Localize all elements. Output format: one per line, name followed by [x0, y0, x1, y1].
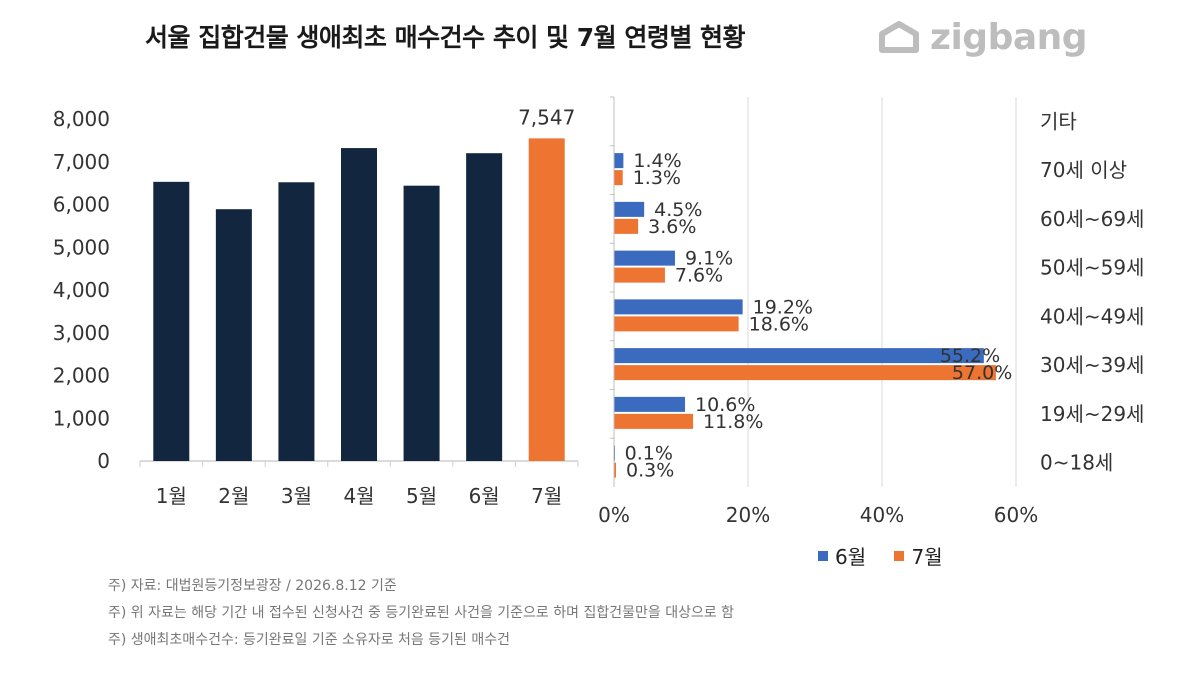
bar-3	[278, 182, 315, 461]
bar-value-label: 4.5%	[654, 199, 702, 221]
y-tick-label: 3,000	[53, 321, 110, 345]
bar-value-label: 11.8%	[703, 411, 763, 433]
x-tick-label: 1월	[156, 484, 187, 508]
bar-5	[403, 185, 440, 461]
bar-june-7	[614, 396, 686, 412]
legend-label-june: 6월	[835, 545, 867, 569]
footnotes: 주) 자료: 대법원등기정보광장 / 2026.8.12 기준 주) 위 자료는…	[108, 573, 734, 654]
bar-value-label: 9.1%	[685, 248, 733, 270]
bar-value-label: 0.1%	[625, 443, 673, 465]
y-tick-label: 5,000	[53, 235, 110, 259]
y-tick-label: 19세~29세	[1040, 402, 1144, 426]
bar-value-label: 55.2%	[940, 345, 1000, 367]
x-tick-label: 7월	[531, 484, 562, 508]
bar-july-7	[614, 413, 694, 429]
bar-july-6	[614, 365, 996, 381]
y-tick-label: 40세~49세	[1040, 304, 1144, 328]
bar-july-5	[614, 316, 739, 332]
x-tick-label: 6월	[469, 484, 500, 508]
bar-value-label: 19.2%	[753, 296, 813, 318]
bar-1	[153, 181, 190, 461]
x-tick-label: 4월	[343, 484, 374, 508]
bar-value-label: 7.6%	[675, 265, 723, 287]
bar-june-3	[614, 201, 645, 217]
legend: 6월 7월	[818, 541, 965, 570]
bar-value-label: 18.6%	[749, 313, 809, 335]
bar-june-5	[614, 299, 743, 315]
footnote-source: 주) 자료: 대법원등기정보광장 / 2026.8.12 기준	[108, 578, 397, 594]
y-tick-label: 50세~59세	[1040, 256, 1144, 280]
bar-value-label: 1.4%	[633, 150, 681, 172]
bar-value-label: 7,547	[518, 105, 575, 129]
bar-6	[466, 153, 503, 461]
y-tick-label: 8,000	[53, 107, 110, 131]
logo-text: zigbang	[930, 17, 1088, 58]
bar-value-label: 3.6%	[648, 216, 696, 238]
legend-swatch-june	[818, 550, 828, 561]
x-tick-label: 60%	[994, 503, 1038, 527]
legend-swatch-july	[894, 550, 905, 561]
y-tick-label: 4,000	[53, 278, 110, 302]
zigbang-house-icon	[879, 21, 919, 53]
bar-july-3	[614, 218, 639, 234]
y-tick-label: 6,000	[53, 193, 110, 217]
chart-title: 서울 집합건물 생애최초 매수건수 추이 및 7월 연령별 현황	[145, 23, 746, 52]
y-tick-label: 60세~69세	[1040, 207, 1144, 231]
legend-item-june: 6월	[818, 541, 866, 570]
y-tick-label: 0	[97, 449, 110, 473]
x-tick-label: 0%	[598, 503, 630, 527]
y-tick-label: 1,000	[53, 406, 110, 430]
zigbang-logo: zigbang	[876, 16, 1106, 62]
bar-4	[341, 148, 377, 461]
bar-june-2	[614, 153, 624, 169]
bar-june-6	[614, 348, 984, 364]
x-tick-label: 5월	[406, 484, 437, 508]
footnote-scope: 주) 위 자료는 해당 기간 내 접수된 신청사건 중 등기완료된 사건을 기준…	[108, 605, 735, 621]
legend-item-july: 7월	[894, 541, 943, 570]
x-tick-label: 2월	[218, 484, 249, 508]
bar-july-2	[614, 170, 623, 186]
legend-label-july: 7월	[911, 545, 943, 569]
x-tick-label: 40%	[860, 503, 904, 527]
bar-value-label: 0.3%	[626, 460, 674, 482]
y-tick-label: 0~18세	[1040, 451, 1113, 475]
bar-value-label: 1.3%	[633, 167, 681, 189]
bar-july-8	[614, 462, 617, 478]
x-tick-label: 20%	[726, 503, 770, 527]
bar-july-4	[614, 267, 665, 283]
y-tick-label: 7,000	[53, 150, 110, 174]
y-tick-label: 기타	[1040, 109, 1077, 133]
bar-value-label: 57.0%	[952, 362, 1012, 384]
y-tick-label: 2,000	[53, 364, 110, 388]
footnote-definition: 주) 생애최초매수건수: 등기완료일 기준 소유자로 처음 등기된 매수건	[108, 632, 510, 648]
x-tick-label: 3월	[281, 484, 312, 508]
y-tick-label: 30세~39세	[1040, 353, 1144, 377]
bar-7	[528, 138, 565, 461]
y-tick-label: 70세 이상	[1040, 158, 1127, 182]
bar-june-4	[614, 250, 675, 266]
bar-2	[215, 209, 252, 461]
bar-value-label: 10.6%	[695, 394, 755, 416]
